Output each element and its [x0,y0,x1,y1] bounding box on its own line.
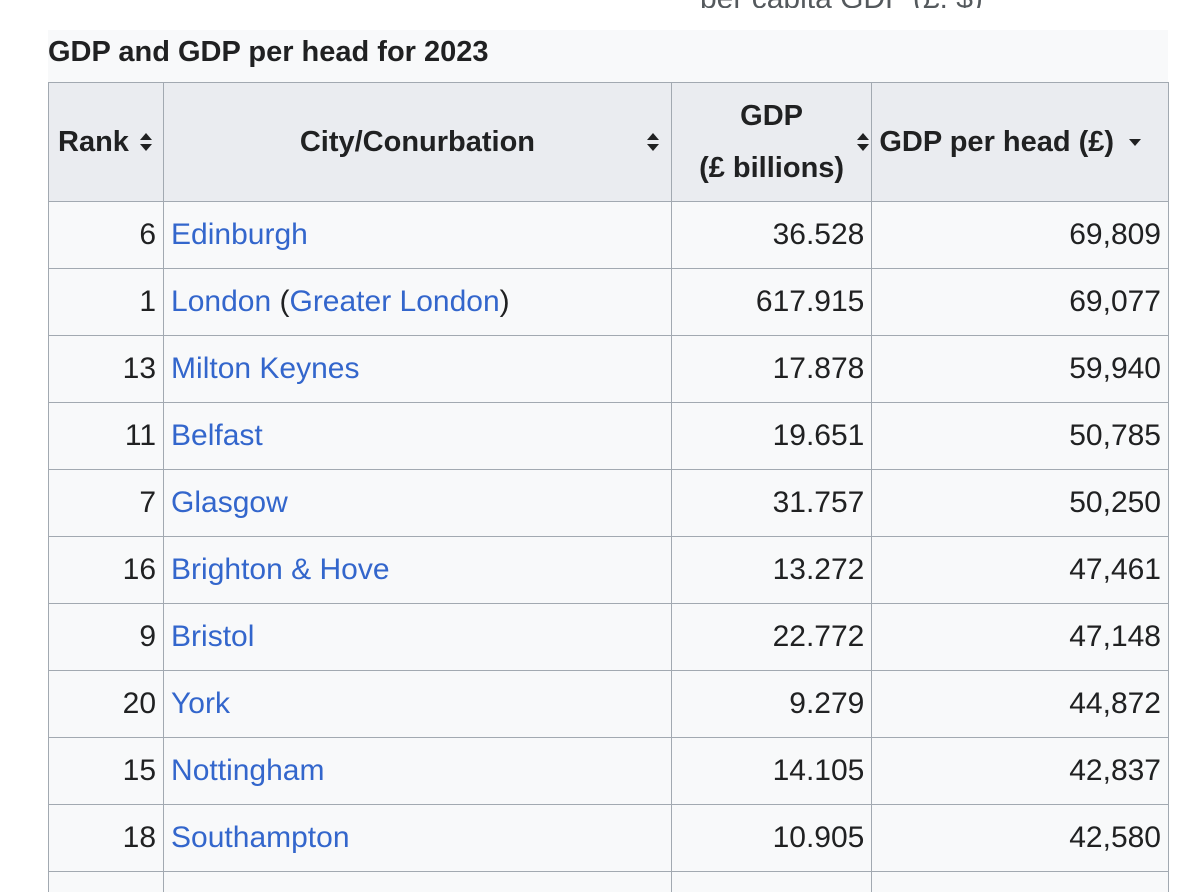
cell-empty [49,872,164,892]
column-header-gdp[interactable]: GDP (£ billions) [671,83,872,202]
cell-gdp: 17.878 [671,336,872,403]
header-row: Rank City/Conurbation GDP (£ billions) [49,83,1169,202]
region-link[interactable]: Greater London [289,285,499,318]
paren-close: ) [500,285,510,318]
cell-empty [164,872,672,892]
cell-rank: 1 [49,269,164,336]
cell-gdp-per-head: 42,837 [872,738,1169,805]
table-caption: GDP and GDP per head for 2023 [48,36,489,69]
column-header-rank-label: Rank [58,116,129,168]
cell-gdp-per-head: 42,580 [872,805,1169,872]
cell-gdp-per-head: 50,250 [872,470,1169,537]
cell-city: London (Greater London) [164,269,672,336]
cell-rank: 20 [49,671,164,738]
cell-rank: 16 [49,537,164,604]
cell-gdp: 13.272 [671,537,872,604]
sort-icon[interactable] [139,132,153,152]
cell-city: York [164,671,672,738]
cell-rank: 9 [49,604,164,671]
column-header-gdp-label: GDP (£ billions) [699,90,844,194]
paren-open: ( [271,285,289,318]
column-header-gdp-per-head[interactable]: GDP per head (£) [872,83,1169,202]
cell-city: Edinburgh [164,202,672,269]
cell-city: Brighton & Hove [164,537,672,604]
city-link[interactable]: Bristol [171,620,254,653]
cell-city: Belfast [164,403,672,470]
sort-icon[interactable] [646,132,660,152]
cell-gdp: 19.651 [671,403,872,470]
cell-gdp: 9.279 [671,671,872,738]
cell-rank: 18 [49,805,164,872]
cell-gdp: 36.528 [671,202,872,269]
cell-empty [872,872,1169,892]
cell-rank: 13 [49,336,164,403]
city-link[interactable]: Southampton [171,821,349,854]
table-row-partial [49,872,1169,892]
cell-rank: 15 [49,738,164,805]
clipped-previous-text: per capita GDP (£, $) [700,0,983,8]
cell-rank: 11 [49,403,164,470]
cell-gdp: 10.905 [671,805,872,872]
city-link[interactable]: Edinburgh [171,218,308,251]
column-header-rank[interactable]: Rank [49,83,164,202]
gdp-label-line2: (£ billions) [699,152,844,184]
column-header-city[interactable]: City/Conurbation [164,83,672,202]
cell-gdp-per-head: 69,077 [872,269,1169,336]
cell-gdp: 31.757 [671,470,872,537]
gdp-table: Rank City/Conurbation GDP (£ billions) [48,82,1169,892]
cell-city: Southampton [164,805,672,872]
city-link[interactable]: London [171,285,271,318]
cell-city: Bristol [164,604,672,671]
cell-gdp-per-head: 59,940 [872,336,1169,403]
column-header-city-label: City/Conurbation [300,116,535,168]
city-link[interactable]: Belfast [171,419,263,452]
cell-gdp: 14.105 [671,738,872,805]
cell-gdp-per-head: 44,872 [872,671,1169,738]
cell-empty [671,872,872,892]
cell-rank: 7 [49,470,164,537]
city-link[interactable]: Brighton & Hove [171,553,389,586]
cell-gdp-per-head: 50,785 [872,403,1169,470]
column-header-gdp-per-head-label: GDP per head (£) [879,116,1114,168]
city-link[interactable]: Milton Keynes [171,352,359,385]
cell-gdp-per-head: 69,809 [872,202,1169,269]
sort-descending-icon[interactable] [1128,137,1142,147]
cell-rank: 6 [49,202,164,269]
cell-city: Milton Keynes [164,336,672,403]
cell-gdp: 22.772 [671,604,872,671]
gdp-label-line1: GDP [740,100,803,132]
cell-city: Nottingham [164,738,672,805]
cell-gdp-per-head: 47,148 [872,604,1169,671]
cell-city: Glasgow [164,470,672,537]
cell-gdp: 617.915 [671,269,872,336]
cell-gdp-per-head: 47,461 [872,537,1169,604]
sort-icon[interactable] [856,132,870,152]
city-link[interactable]: York [171,687,230,720]
city-link[interactable]: Glasgow [171,486,288,519]
city-link[interactable]: Nottingham [171,754,324,787]
